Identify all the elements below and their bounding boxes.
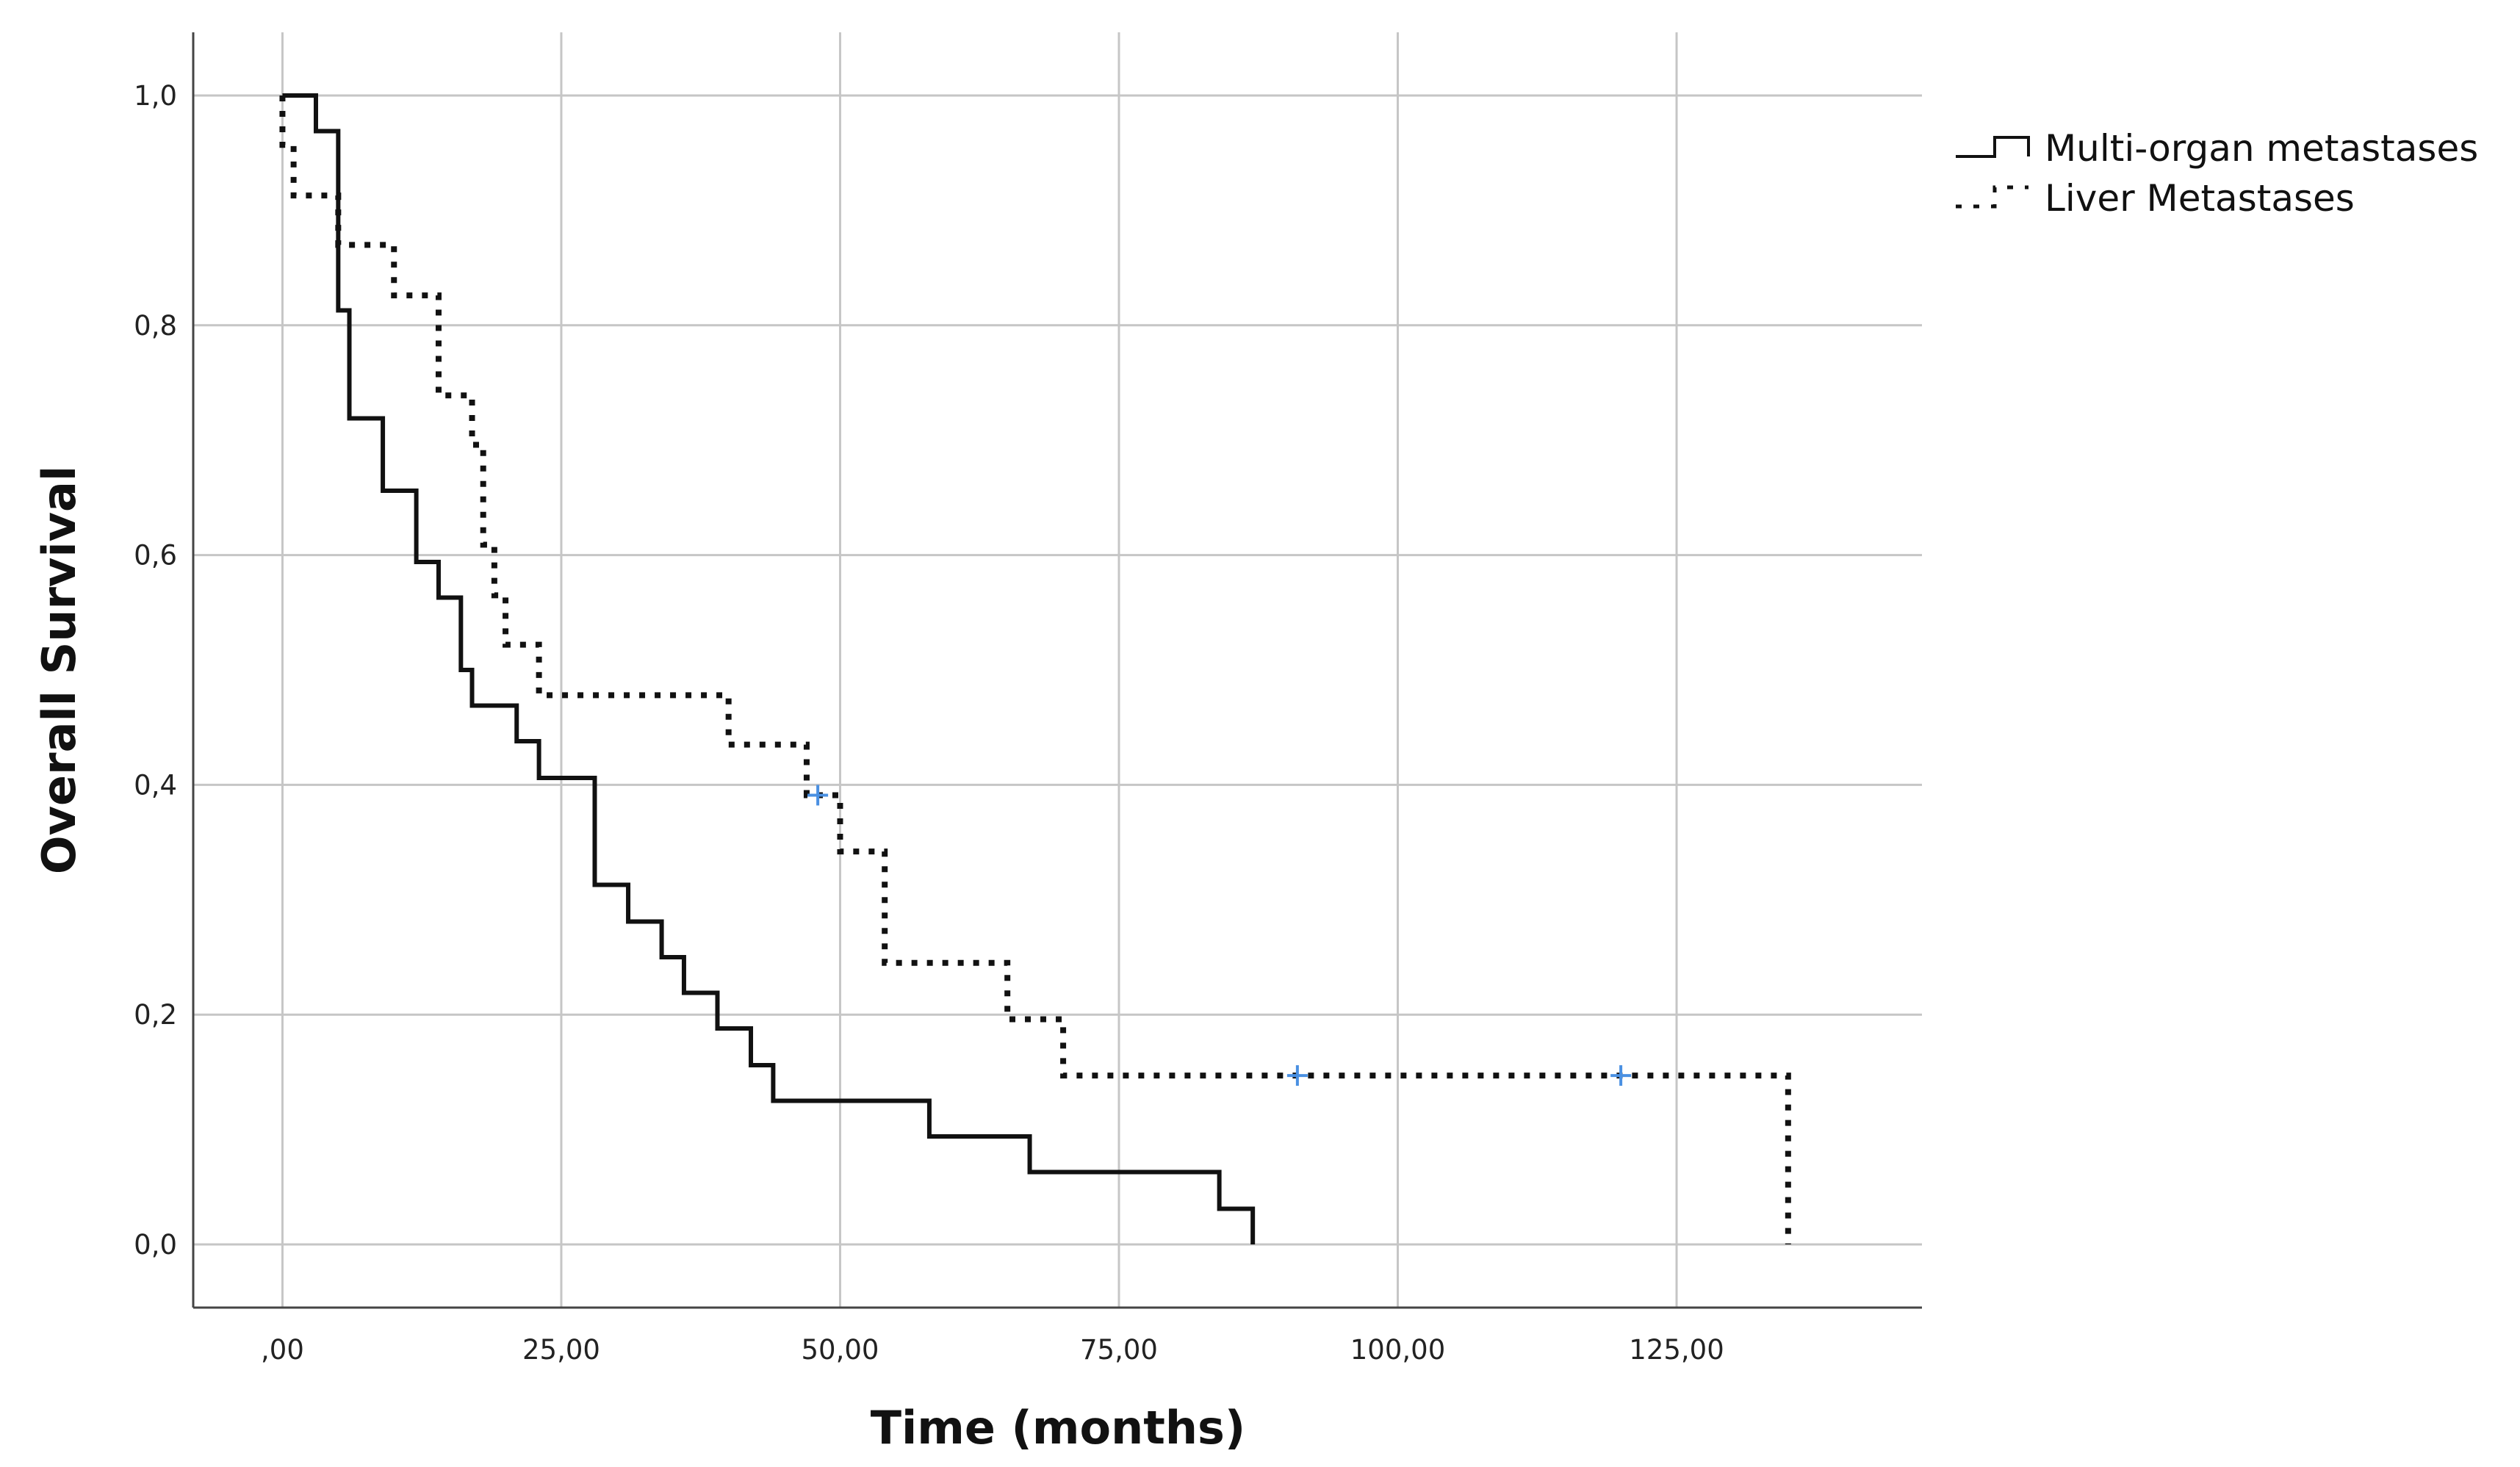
y-axis-title: Overall Survival: [32, 466, 86, 874]
grid: [193, 32, 1922, 1308]
legend-symbol-multi-organ: [1956, 136, 2030, 158]
legend-label-liver: Liver Metastases: [2045, 177, 2355, 220]
plot-area: [279, 93, 1791, 1244]
y-tick-label: 0,0: [134, 1229, 177, 1261]
x-tick-label: 25,00: [522, 1334, 600, 1366]
censor-mark: [807, 785, 829, 806]
x-tick-label: 50,00: [802, 1334, 879, 1366]
legend-label-multi-organ: Multi-organ metastases: [2045, 127, 2478, 170]
axes: [192, 32, 1922, 1309]
series-line-liver: [279, 95, 1791, 1244]
legend: Multi-organ metastases Liver Metastases: [1956, 127, 2478, 220]
series-line-multi-organ: [282, 93, 1256, 1244]
y-tick-label: 0,8: [134, 310, 177, 342]
y-tick-label: 0,2: [134, 999, 177, 1031]
x-tick-label: 100,00: [1350, 1334, 1445, 1366]
y-tick-label: 0,6: [134, 540, 177, 572]
y-tick-label: 1,0: [134, 80, 177, 112]
tick-labels: ,00 25,00 50,00 75,00 100,00 125,00 0,0 0,2 0,4 0…: [134, 80, 1724, 1366]
x-tick-label: 75,00: [1080, 1334, 1158, 1366]
x-tick-label: 125,00: [1629, 1334, 1724, 1366]
censor-mark: [1286, 1065, 1308, 1086]
x-axis-title: Time (months): [871, 1401, 1245, 1455]
legend-symbol-liver: [1956, 185, 2028, 209]
y-tick-label: 0,4: [134, 769, 177, 801]
x-tick-label: ,00: [261, 1334, 304, 1366]
censor-mark: [1610, 1065, 1632, 1086]
